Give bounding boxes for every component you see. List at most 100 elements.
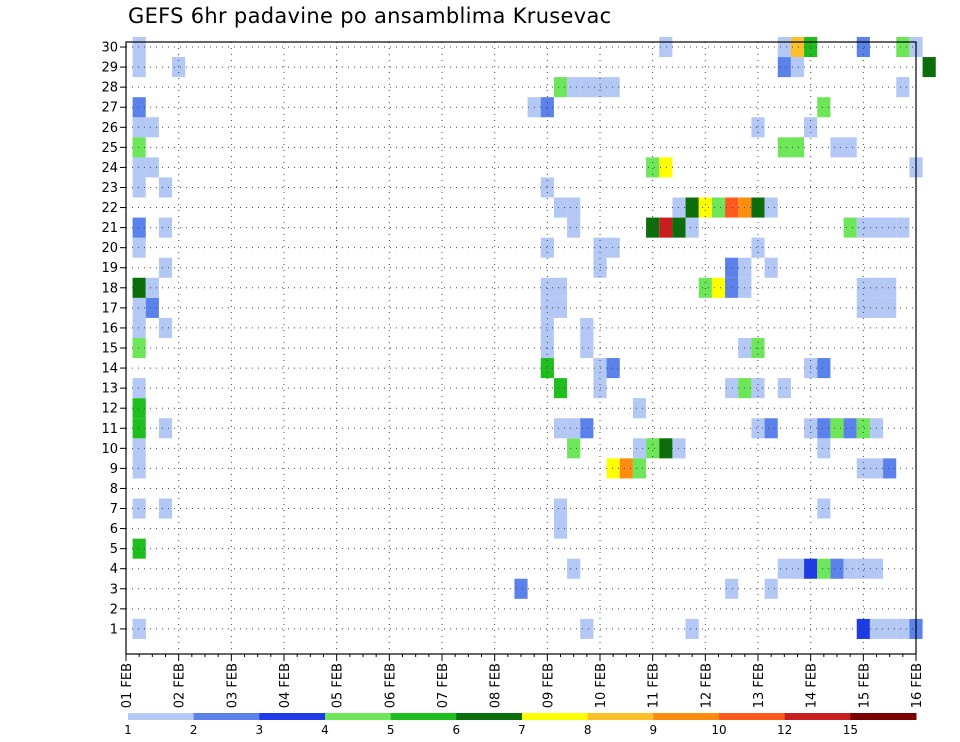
heatmap-cell [540, 237, 554, 258]
x-tick-label: 15 FEB [857, 663, 872, 708]
x-tick-label: 12 FEB [699, 663, 714, 708]
x-tick-label: 02 FEB [173, 663, 188, 708]
heatmap-cell [672, 438, 686, 459]
legend-label: 4 [321, 723, 329, 737]
heatmap-cell [158, 177, 173, 198]
y-tick-label: 14 [101, 362, 118, 377]
heatmap-cell [158, 498, 173, 519]
legend-label: 2 [190, 723, 198, 737]
heatmap-cell [132, 378, 146, 399]
heatmap-cell [606, 458, 620, 479]
heatmap-cell [777, 36, 791, 58]
heatmap-cell [580, 618, 594, 639]
y-tick-label: 17 [101, 301, 118, 316]
heatmap-cell [883, 297, 897, 318]
y-tick-label: 5 [110, 542, 118, 557]
heatmap-cell [698, 197, 712, 218]
y-tick-label: 9 [110, 462, 118, 477]
x-tick-label: 05 FEB [331, 663, 346, 708]
heatmap-cell [132, 297, 146, 318]
legend-color-swatch [390, 713, 457, 720]
heatmap-cell [777, 378, 791, 399]
legend-color-swatch [784, 713, 851, 720]
y-tick-label: 1 [110, 622, 118, 637]
heatmap-cell [856, 277, 870, 298]
heatmap-cell [132, 97, 146, 118]
heatmap-cell [580, 77, 594, 98]
heatmap-cell [843, 137, 857, 158]
heatmap-cell [540, 297, 554, 318]
heatmap-cell [567, 418, 581, 439]
heatmap-cell [659, 157, 673, 178]
heatmap-cell [764, 197, 778, 218]
heatmap-cell [132, 57, 146, 78]
heatmap-cell [132, 418, 146, 439]
heatmap-cell [145, 277, 159, 298]
y-tick-label: 8 [110, 482, 118, 497]
heatmap-cell [751, 418, 765, 439]
heatmap-cell [553, 378, 568, 399]
x-tick-label: 10 FEB [594, 663, 609, 708]
heatmap-cell [553, 297, 568, 318]
y-tick-label: 2 [110, 602, 118, 617]
y-tick-label: 12 [101, 402, 118, 417]
heatmap-cell [567, 438, 581, 459]
heatmap-cell [632, 438, 647, 459]
heatmap-cell [132, 157, 146, 178]
heatmap-cell [132, 237, 146, 258]
heatmap-cell [896, 217, 910, 238]
heatmap-cell [172, 57, 186, 78]
legend-label: 15 [843, 723, 858, 737]
heatmap-cell [856, 217, 870, 238]
x-tick-label: 03 FEB [225, 663, 240, 708]
heatmap-cell [132, 498, 146, 519]
heatmap-cell [685, 197, 699, 218]
heatmap-cell [145, 297, 159, 318]
heatmap-cell [145, 157, 159, 178]
heatmap-cell [514, 578, 528, 599]
heatmap-cell [567, 197, 581, 218]
heatmap-cell [580, 317, 594, 338]
heatmap-cell [685, 217, 699, 238]
y-tick-label: 29 [101, 61, 118, 76]
heatmap-cell [606, 358, 620, 379]
x-tick-label: 07 FEB [436, 663, 451, 708]
heatmap-cell [606, 237, 620, 258]
y-tick-label: 22 [101, 201, 118, 216]
legend-label: 9 [650, 723, 658, 737]
heatmap-cell [896, 36, 910, 58]
legend-label: 6 [453, 723, 461, 737]
heatmap-cell [725, 257, 739, 278]
heatmap-cell [843, 217, 857, 238]
heatmap-cell [553, 277, 568, 298]
heatmap-cell [672, 197, 686, 218]
heatmap-cell [567, 558, 581, 579]
heatmap-cell [725, 277, 739, 298]
x-tick-label: 13 FEB [752, 663, 767, 708]
x-tick-label: 01 FEB [120, 663, 135, 708]
legend-color-swatch [128, 713, 195, 720]
legend-color-swatch [325, 713, 392, 720]
heatmap-cell [711, 277, 726, 298]
heatmap-cell [896, 77, 910, 98]
heatmap-cell [856, 618, 870, 639]
heatmap-cell [132, 277, 146, 298]
y-tick-label: 28 [101, 81, 118, 96]
heatmap-cell [132, 438, 146, 459]
heatmap-cell [132, 618, 146, 639]
legend-label: 10 [711, 723, 726, 737]
heatmap-cell [896, 618, 910, 639]
axes: 1234567891011121314151617181920212223242… [101, 41, 925, 709]
y-tick-label: 26 [101, 121, 118, 136]
legend-color-swatch [456, 713, 523, 720]
heatmap-cell [790, 558, 805, 579]
heatmap-cell [132, 458, 146, 479]
y-tick-label: 19 [101, 261, 118, 276]
heatmap-cell [777, 558, 791, 579]
heatmap-cell [790, 137, 805, 158]
heatmap-cell [646, 217, 660, 238]
heatmap-cell [883, 277, 897, 298]
y-tick-label: 13 [101, 382, 118, 397]
heatmap-cell [883, 458, 897, 479]
heatmap-cell [553, 518, 568, 539]
